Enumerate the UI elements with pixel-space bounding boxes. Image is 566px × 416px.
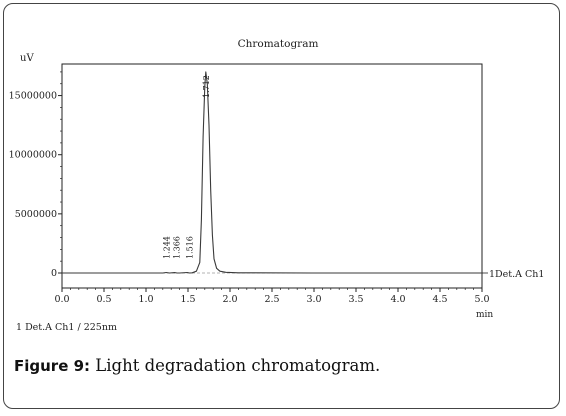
figure-frame [3,3,560,409]
x-tick-label: 0.0 [54,294,69,305]
x-tick-label: 5.0 [474,294,489,305]
peak-label: 1.516 [185,236,194,259]
peak-label: 1.712 [202,75,211,98]
x-tick-label: 0.5 [96,294,111,305]
peak-label: 1.244 [162,236,171,259]
x-tick-label: 4.0 [390,294,405,305]
series-line [62,71,482,274]
caption-text: Light degradation chromatogram. [90,356,381,375]
x-axis-unit: min [476,310,493,320]
x-tick-label: 1.0 [138,294,153,305]
x-tick-label: 3.0 [306,294,321,305]
x-tick-label: 4.5 [432,294,447,305]
caption-label: Figure 9: [14,357,91,375]
x-tick-label: 2.5 [264,294,279,305]
peak-label: 1.366 [173,236,182,259]
y-tick-label: 5000000 [15,209,57,220]
plot-area-border [61,63,483,289]
trace-end-label: 1Det.A Ch1 [489,269,544,280]
detector-legend: 1 Det.A Ch1 / 225nm [16,322,117,333]
chart-title: Chromatogram [238,38,319,50]
x-tick-label: 1.5 [180,294,195,305]
y-axis-unit: uV [20,53,34,64]
x-tick-label: 3.5 [348,294,363,305]
x-tick-label: 2.0 [222,294,237,305]
y-tick-label: 0 [51,268,57,279]
y-tick-label: 10000000 [9,150,57,161]
figure-caption: Figure 9: Light degradation chromatogram… [14,356,380,375]
y-tick-label: 15000000 [9,91,57,102]
